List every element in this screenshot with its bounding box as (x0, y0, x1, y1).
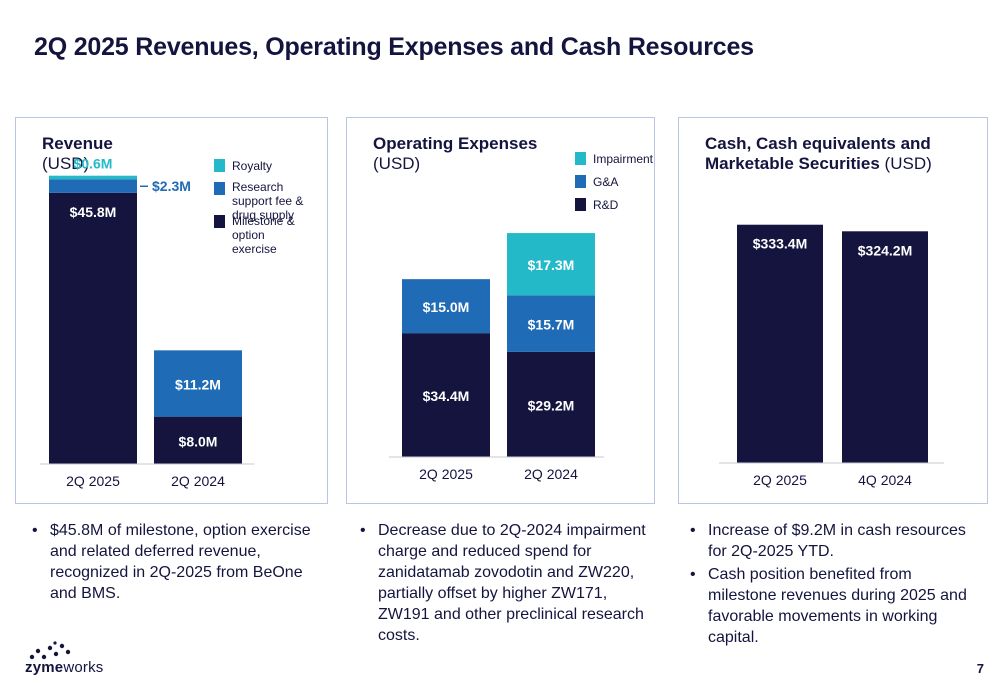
opex-chart: $34.4M $15.0M 2Q 2025 $29.2M $15.7M $17.3M 2Q … (389, 233, 604, 482)
data-label-2q-2025-series-2: $0.6M (74, 156, 113, 172)
data-label-2q-2025-series-0: $333.4M (753, 236, 807, 252)
revenue-panel: Revenue (USD) Royalty Research support f… (15, 117, 328, 504)
data-label-2q-2024-series-0: $8.0M (179, 433, 218, 449)
cash-unit: (USD) (884, 154, 932, 173)
bar-2q-2024-series-1 (154, 350, 242, 417)
opex-unit: (USD) (373, 154, 421, 173)
page-title: 2Q 2025 Revenues, Operating Expenses and… (34, 33, 754, 61)
bar-4q-2024-series-0 (842, 231, 928, 463)
data-label-2q-2025-series-0: $45.8M (70, 204, 117, 220)
opex-bullet-1: Decrease due to 2Q-2024 impairment charg… (360, 520, 650, 646)
bar-2q-2025-series-0 (49, 192, 137, 464)
bar-2q-2025-series-1 (402, 279, 490, 334)
legend-rd: R&D (593, 198, 619, 212)
revenue-heading: Revenue (42, 134, 113, 153)
x-tick-label-4q-2024: 4Q 2024 (858, 472, 912, 488)
x-tick-label-2q-2025: 2Q 2025 (753, 472, 807, 488)
legend-swatch-royalty (214, 159, 225, 172)
legend-impairment: Impairment (593, 152, 654, 166)
legend-ga: G&A (593, 175, 619, 189)
bar-2q-2024-series-2 (507, 233, 595, 296)
page-number: 7 (976, 661, 984, 676)
cash-bullet-1: Increase of $9.2M in cash resources for … (690, 520, 980, 562)
cash-heading: Cash, Cash equivalents and Marketable Se… (705, 134, 931, 173)
zymeworks-logo-icon (29, 641, 71, 660)
data-label-2q-2024-series-1: $11.2M (175, 376, 221, 392)
cash-heading-block: Cash, Cash equivalents and Marketable Se… (705, 134, 975, 174)
bar-2q-2025-series-2 (49, 175, 137, 180)
bar-2q-2025-series-0 (402, 333, 490, 457)
opex-heading-block: Operating Expenses (USD) (373, 134, 537, 174)
x-tick-label-2q-2024: 2Q 2024 (524, 466, 578, 482)
data-label-2q-2025-series-1: $15.0M (423, 299, 470, 315)
legend-royalty: Royalty (232, 159, 273, 173)
data-label-2q-2024-series-1: $15.7M (528, 317, 575, 333)
cash-chart: $333.4M 2Q 2025 $324.2M 4Q 2024 (719, 224, 944, 488)
x-tick-label-2q-2025: 2Q 2025 (66, 473, 120, 489)
x-tick-label-2q-2025: 2Q 2025 (419, 466, 473, 482)
legend-swatch-milestone (214, 215, 225, 228)
revenue-bullet-1: $45.8M of milestone, option exercise and… (32, 520, 322, 604)
legend-swatch-research (214, 182, 225, 195)
revenue-unit: (USD) (42, 154, 90, 173)
data-label-2q-2025-series-1: $2.3M (152, 178, 191, 194)
bar-2q-2024-series-0 (154, 416, 242, 464)
x-tick-label-2q-2024: 2Q 2024 (171, 473, 225, 489)
data-label-4q-2024-series-0: $324.2M (858, 242, 912, 258)
legend-swatch-impairment (575, 152, 586, 165)
revenue-chart: $45.8M $2.3M $0.6M 2Q 2025 $8.0M $11.2M 2Q 202… (40, 156, 254, 489)
zymeworks-wordmark: zymeworks (25, 659, 104, 676)
data-label-2q-2024-series-0: $29.2M (528, 397, 575, 413)
logo-suffix: works (63, 659, 104, 676)
legend-swatch-ga (575, 175, 586, 188)
bar-2q-2024-series-1 (507, 295, 595, 352)
bar-2q-2024-series-0 (507, 351, 595, 457)
cash-bullets: Increase of $9.2M in cash resources for … (690, 520, 980, 648)
opex-panel: Operating Expenses (USD) Impairment G&A … (346, 117, 655, 504)
legend-milestone: Milestone & option exercise (232, 214, 295, 256)
opex-bullets: Decrease due to 2Q-2024 impairment charg… (360, 520, 650, 646)
logo-prefix: zyme (25, 659, 64, 676)
bar-2q-2025-series-1 (49, 179, 137, 193)
data-label-2q-2024-series-2: $17.3M (528, 257, 575, 273)
cash-panel: Cash, Cash equivalents and Marketable Se… (678, 117, 988, 504)
revenue-heading-block: Revenue (USD) (42, 134, 113, 174)
legend-swatch-rd (575, 198, 586, 211)
revenue-bullets: $45.8M of milestone, option exercise and… (32, 520, 322, 604)
legend-research: Research support fee & drug supply (232, 180, 304, 222)
bar-2q-2025-series-0 (737, 224, 823, 463)
data-label-2q-2025-series-0: $34.4M (423, 388, 470, 404)
cash-bullet-2: Cash position benefited from milestone r… (690, 564, 980, 648)
opex-heading: Operating Expenses (373, 134, 538, 153)
